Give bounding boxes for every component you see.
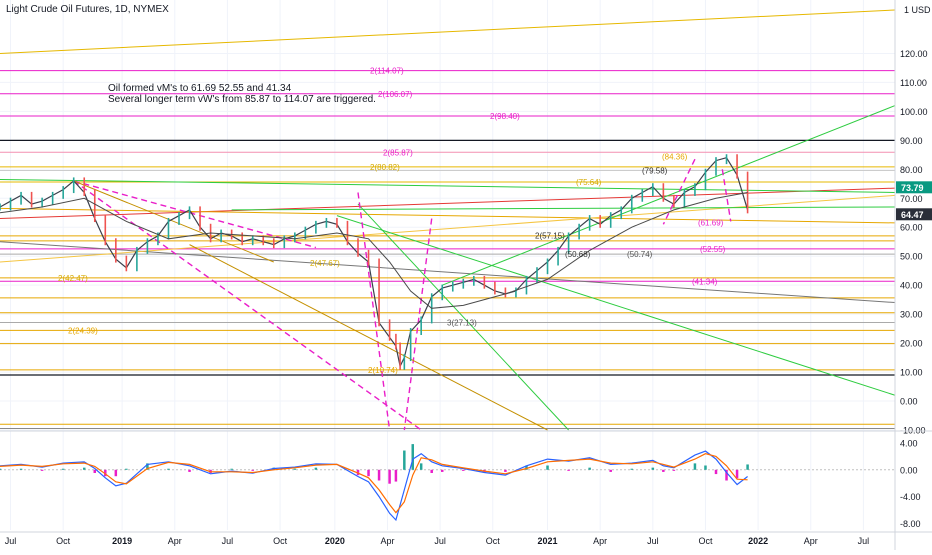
trend-line-4	[0, 194, 896, 263]
trend-line-5	[0, 178, 896, 193]
macd-tick-label: -4.00	[900, 492, 921, 502]
trend-line-10	[73, 180, 422, 431]
price-badge-label-0: 73.79	[901, 183, 924, 193]
trend-line-2	[0, 207, 896, 224]
price-tick-label: 110.00	[900, 78, 927, 88]
time-tick-label: 2021	[538, 536, 558, 546]
time-tick-label: Oct	[56, 536, 71, 546]
level-label-6: (79.58)	[642, 167, 668, 176]
trend-lines	[0, 9, 896, 431]
level-label-17: 3(27.13)	[447, 318, 477, 327]
chart-title: Light Crude Oil Futures, 1D, NYMEX	[6, 4, 169, 15]
trend-line-9	[442, 105, 896, 286]
annotation-line-2: Several longer term vW's from 85.87 to 1…	[108, 94, 376, 105]
time-tick-label: 2019	[112, 536, 132, 546]
trend-line-16	[73, 180, 274, 263]
time-tick-label: Jul	[858, 536, 870, 546]
level-label-9: 2(57.15)	[535, 231, 565, 240]
price-badges: 73.79 64.47	[896, 181, 932, 221]
trend-line-13	[403, 218, 433, 431]
price-series	[0, 154, 749, 370]
trend-line-8	[357, 203, 569, 431]
price-badge-bg-1	[896, 208, 932, 221]
price-tick-label: 90.00	[900, 136, 923, 146]
level-label-7: (75.64)	[576, 178, 602, 187]
level-label-15: (41.34)	[692, 277, 718, 286]
macd-tick-label: 4.00	[900, 439, 918, 449]
level-label-3: 2(85.87)	[383, 148, 413, 157]
time-tick-label: 2022	[748, 536, 768, 546]
time-tick-label: Jul	[647, 536, 659, 546]
price-line	[0, 157, 749, 369]
trend-line-15	[721, 169, 732, 222]
level-label-11: (50.74)	[627, 250, 653, 259]
price-tick-label: 30.00	[900, 310, 923, 320]
moving-average-line	[0, 192, 748, 309]
trend-line-7	[336, 215, 896, 396]
price-tick-label: 120.00	[900, 49, 928, 59]
level-labels: 2(114.07) 2(106.07) 2(98.40) 2(85.87) 2(80.8…	[58, 67, 726, 375]
level-label-5: (84.36)	[662, 153, 688, 162]
price-tick-label: 20.00	[900, 339, 923, 349]
price-badge-bg-0	[896, 181, 932, 194]
price-tick-label: 70.00	[900, 194, 923, 204]
time-tick-label: Oct	[486, 536, 501, 546]
macd-tick-label: -8.00	[900, 519, 921, 529]
level-label-1: 2(106.07)	[378, 90, 413, 99]
signal-line	[0, 453, 748, 514]
time-tick-label: Oct	[698, 536, 713, 546]
level-label-13: 2(47.67)	[310, 259, 340, 268]
level-label-16: 2(24.39)	[68, 326, 98, 335]
currency-label: 1 USD	[904, 5, 931, 15]
price-badge-label-1: 64.47	[901, 210, 924, 220]
trend-line-11	[73, 180, 317, 249]
price-tick-label: 0.00	[900, 397, 918, 407]
grid	[0, 0, 895, 530]
price-tick-label: 100.00	[900, 107, 928, 117]
time-tick-label: Jul	[222, 536, 234, 546]
time-tick-label: Jul	[5, 536, 17, 546]
annotation-line-1: Oil formed vM's to 61.69 52.55 and 41.34	[108, 83, 292, 94]
price-tick-label: 60.00	[900, 223, 923, 233]
time-tick-label: Apr	[804, 536, 818, 546]
trend-line-6	[231, 206, 896, 211]
level-label-14: 2(42.47)	[58, 274, 88, 283]
trend-line-0	[0, 9, 896, 54]
level-label-8: (61.69)	[698, 218, 724, 227]
level-label-18: 2(10.74)	[368, 366, 398, 375]
time-tick-label: Oct	[273, 536, 288, 546]
price-tick-label: 10.00	[900, 368, 923, 378]
level-label-12: (52.55)	[700, 245, 726, 254]
price-tick-label: 80.00	[900, 165, 923, 175]
level-label-0: 2(114.07)	[370, 67, 404, 76]
price-tick-label: 40.00	[900, 281, 923, 291]
macd-tick-label: 0.00	[900, 465, 918, 475]
level-label-2: 2(98.40)	[490, 112, 520, 121]
time-tick-label: Apr	[380, 536, 394, 546]
level-label-4: 2(80.82)	[370, 163, 400, 172]
trend-line-3	[0, 241, 896, 304]
trend-line-17	[189, 244, 548, 431]
time-tick-label: 2020	[325, 536, 345, 546]
time-tick-label: Jul	[434, 536, 446, 546]
trend-line-14	[662, 158, 696, 225]
level-label-10: (50.68)	[565, 250, 591, 259]
macd-pane: 4.00 0.00 -4.00 -8.00	[0, 439, 921, 529]
price-tick-label: 50.00	[900, 252, 923, 262]
time-tick-label: Apr	[168, 536, 182, 546]
time-tick-label: Apr	[593, 536, 607, 546]
